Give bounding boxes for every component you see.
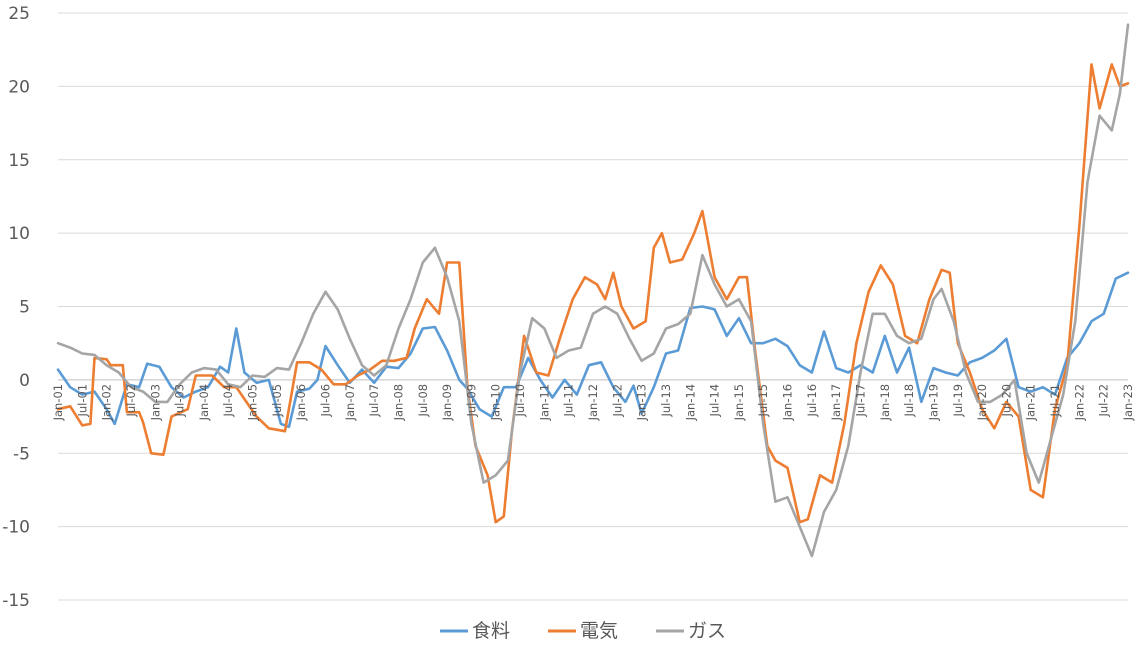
x-tick-label: Jan-16: [781, 384, 795, 422]
x-tick-label: Jul-13: [659, 384, 673, 418]
y-tick-label: 20: [8, 77, 30, 97]
x-tick-label: Jul-06: [319, 384, 333, 418]
series-line-0: [56, 271, 1130, 429]
x-tick-label: Jul-03: [173, 384, 187, 418]
x-tick-label: Jul-07: [367, 384, 381, 418]
x-tick-label: Jan-12: [586, 384, 600, 422]
x-tick-label: Jan-21: [1024, 384, 1038, 422]
legend-label: ガス: [688, 620, 726, 642]
x-tick-label: Jan-10: [489, 384, 503, 422]
y-tick-label: -10: [2, 518, 30, 538]
x-tick-label: Jan-20: [975, 384, 989, 422]
x-tick-label: Jul-14: [708, 384, 722, 418]
x-tick-label: Jan-15: [732, 384, 746, 422]
legend: 食料 電気 ガス: [440, 620, 726, 642]
x-tick-label: Jan-11: [537, 384, 551, 422]
x-tick-label: Jan-05: [246, 384, 260, 422]
x-tick-label: Jul-16: [805, 384, 819, 418]
x-tick-label: Jul-15: [756, 384, 770, 418]
x-tick-label: Jul-17: [854, 384, 868, 418]
y-tick-label: -15: [2, 591, 30, 611]
x-tick-label: Jan-18: [878, 384, 892, 422]
x-tick-label: Jan-04: [197, 384, 211, 422]
x-tick-label: Jan-22: [1072, 384, 1086, 422]
x-tick-label: Jul-18: [902, 384, 916, 418]
x-tick-label: Jul-02: [124, 384, 138, 418]
x-tick-label: Jul-04: [221, 384, 235, 418]
x-tick-label: Jul-10: [513, 384, 527, 418]
x-tick-label: Jul-21: [1048, 384, 1062, 418]
y-tick-label: 5: [19, 298, 30, 318]
x-tick-label: Jul-08: [416, 384, 430, 418]
gridlines: [58, 12, 1128, 601]
legend-label: 電気: [580, 620, 618, 642]
x-tick-label: Jan-13: [635, 384, 649, 422]
x-tick-label: Jul-19: [951, 384, 965, 418]
y-tick-label: 25: [8, 4, 30, 24]
x-tick-label: Jan-06: [294, 384, 308, 422]
y-tick-label: 10: [8, 224, 30, 244]
x-tick-label: Jan-02: [100, 384, 114, 422]
x-tick-label: Jan-17: [829, 384, 843, 422]
x-tick-label: Jul-20: [999, 384, 1013, 418]
x-tick-label: Jul-05: [270, 384, 284, 418]
series-lines: [56, 23, 1130, 558]
x-tick-label: Jan-09: [440, 384, 454, 422]
x-axis-ticks: Jan-01 Jul-01 Jan-02 Jul-02 Jan-03 Jul-03 Jan-…: [51, 384, 1135, 422]
y-tick-label: -5: [13, 444, 30, 464]
x-tick-label: Jan-01: [51, 384, 65, 422]
x-tick-label: Jul-12: [610, 384, 624, 418]
y-tick-label: 15: [8, 151, 30, 171]
x-tick-label: Jan-07: [343, 384, 357, 422]
x-tick-label: Jan-08: [391, 384, 405, 422]
x-tick-label: Jul-01: [75, 384, 89, 418]
x-tick-label: Jul-22: [1097, 384, 1111, 418]
x-tick-label: Jan-14: [683, 384, 697, 422]
x-tick-label: Jan-23: [1121, 384, 1135, 422]
series-line-2: [56, 23, 1130, 558]
x-tick-label: Jan-19: [926, 384, 940, 422]
y-tick-label: 0: [19, 371, 30, 391]
legend-label: 食料: [472, 620, 510, 642]
x-tick-label: Jan-03: [148, 384, 162, 422]
x-tick-label: Jul-09: [464, 384, 478, 418]
series-line-1: [56, 63, 1130, 524]
y-axis-ticks: -15 -10 -5 0 5 10 15 20 25: [2, 4, 30, 611]
x-tick-label: Jul-11: [562, 384, 576, 418]
